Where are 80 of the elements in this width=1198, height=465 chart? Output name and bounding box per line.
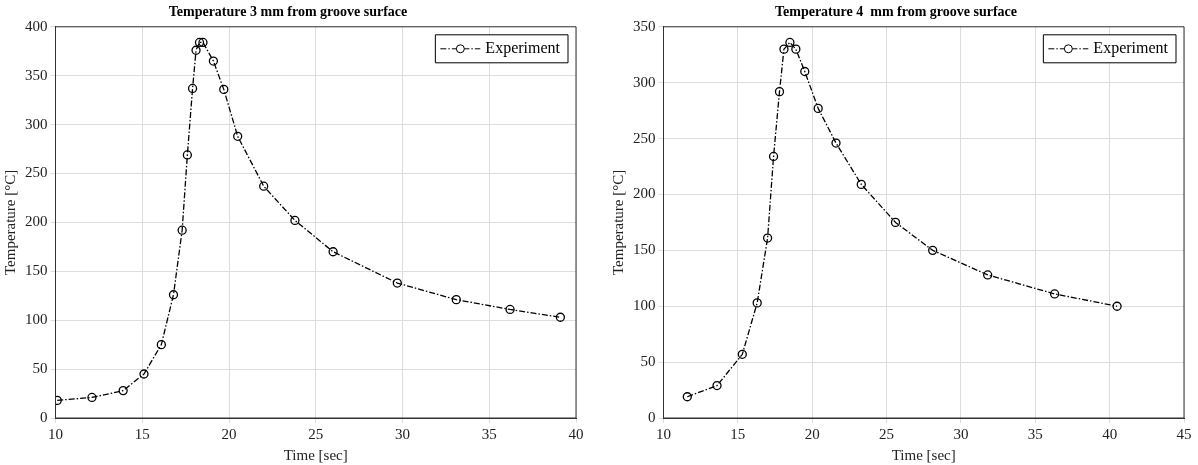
y-axis-title: Temperature [°C] [1, 169, 18, 276]
chart-title: Temperature 4 mm from groove surface [774, 4, 1018, 20]
point [118, 385, 128, 396]
y-tick-label: 400 [25, 17, 48, 34]
x-tick-label: 10 [48, 425, 63, 442]
chart-title: Temperature 3 mm from groove surface [168, 4, 408, 20]
point [682, 392, 692, 402]
x-axis-title: Time [sec] [891, 446, 956, 463]
x-tick-label: 25 [308, 425, 324, 442]
point [768, 151, 779, 162]
x-tick-label: 35 [1027, 425, 1043, 442]
point [890, 217, 901, 228]
y-tick-label: 300 [25, 115, 48, 132]
y-tick-label: 100 [633, 297, 656, 314]
y-tick-label: 350 [25, 66, 48, 83]
point [762, 233, 773, 243]
point [233, 131, 243, 141]
x-tick-label: 15 [134, 425, 150, 442]
point [208, 56, 219, 66]
point [983, 270, 993, 280]
y-tick-label: 100 [25, 311, 48, 328]
point [156, 340, 166, 350]
y-tick-label: 300 [633, 73, 656, 90]
point [191, 45, 201, 55]
point [198, 37, 208, 48]
point [928, 245, 938, 255]
point [712, 380, 722, 391]
x-tick-label: 30 [953, 425, 969, 442]
point [785, 37, 795, 48]
y-tick-label: 50 [32, 360, 48, 377]
point [1112, 301, 1122, 311]
y-tick-label: 200 [633, 185, 656, 202]
point [259, 181, 269, 191]
y-tick-label: 250 [25, 164, 48, 181]
point [290, 215, 300, 226]
y-tick-label: 350 [633, 17, 656, 34]
point [168, 290, 179, 300]
legend-label: Experiment [485, 39, 561, 57]
point [328, 247, 338, 257]
point [187, 83, 198, 94]
point [194, 37, 205, 48]
y-tick-label: 150 [633, 241, 656, 258]
y-tick-label: 200 [25, 213, 48, 230]
y-tick-label: 150 [25, 262, 48, 279]
y-tick-label: 50 [640, 353, 656, 370]
x-tick-label: 45 [1176, 425, 1192, 442]
point [505, 304, 515, 315]
point [219, 84, 229, 95]
y-tick-label: 0 [648, 408, 656, 425]
x-tick-label: 20 [804, 425, 820, 442]
x-tick-label: 35 [481, 425, 497, 442]
x-tick-label: 15 [730, 425, 746, 442]
point [139, 369, 149, 379]
x-axis-title: Time [sec] [283, 446, 348, 463]
point [800, 66, 810, 77]
point [555, 312, 566, 322]
y-tick-label: 0 [40, 408, 48, 425]
point [791, 44, 801, 54]
point [779, 44, 789, 54]
point [392, 278, 402, 288]
y-axis-title: Temperature [°C] [609, 169, 626, 276]
point [1049, 289, 1060, 299]
point [177, 225, 187, 235]
legend-label: Experiment [1093, 39, 1169, 57]
point [831, 138, 841, 148]
point [451, 295, 461, 305]
point [737, 349, 747, 359]
point [87, 392, 97, 403]
y-tick-label: 250 [633, 129, 656, 146]
point [813, 103, 823, 114]
x-tick-label: 30 [395, 425, 410, 442]
point [774, 86, 785, 97]
x-tick-label: 40 [1102, 425, 1118, 442]
x-tick-label: 40 [568, 425, 584, 442]
x-tick-label: 25 [879, 425, 895, 442]
x-tick-label: 20 [221, 425, 237, 442]
point [856, 179, 866, 190]
point [752, 298, 762, 308]
x-tick-label: 10 [656, 425, 671, 442]
point [182, 150, 193, 160]
